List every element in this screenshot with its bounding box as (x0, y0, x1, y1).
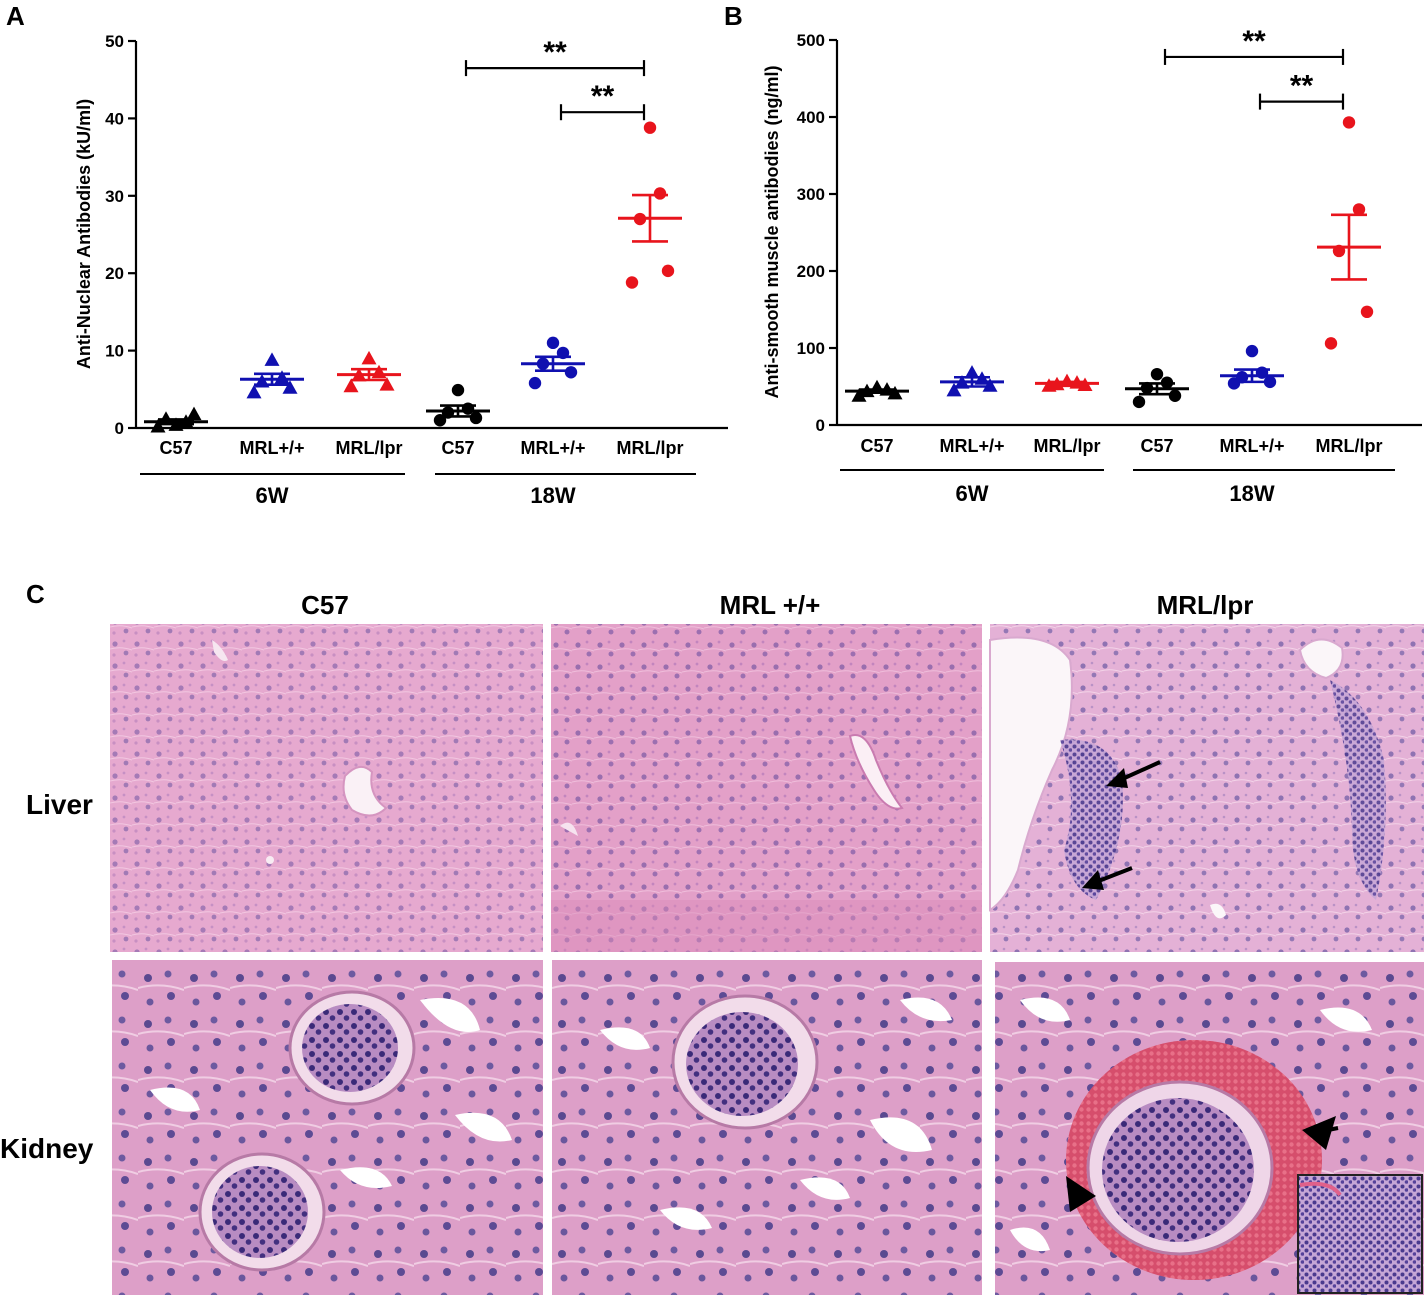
category-label-c57-18w: C57 (441, 438, 474, 458)
y-tick-label: 50 (105, 32, 124, 51)
chart-b-significance-label: ** (1290, 70, 1314, 103)
chart-a-data-point-mrl-wt-18w (564, 366, 578, 379)
y-tick-label: 30 (105, 187, 124, 206)
group-label-18w: 18W (530, 483, 575, 508)
category-label-mrl-wt-6w: MRL+/+ (939, 436, 1004, 456)
column-title-mrl-lpr: MRL/lpr (1157, 590, 1254, 620)
category-label-mrl-lpr-6w: MRL/lpr (1034, 436, 1101, 456)
chart-a-data-point-mrl-lpr-18w (653, 187, 667, 200)
chart-a-data-point-mrl-wt-18w (546, 336, 560, 350)
category-label-c57-6w: C57 (860, 436, 893, 456)
chart-a-significance-label: ** (543, 36, 567, 69)
arrowhead-icon (1302, 1116, 1339, 1150)
chart-a-data-point-mrl-lpr-18w (643, 121, 657, 134)
chart-a-data-point-mrl-wt-6w (246, 384, 262, 399)
micrograph-liver-mrl-wt (551, 624, 982, 952)
group-label-18w: 18W (1229, 481, 1274, 506)
chart-a-data-point-mrl-wt-6w (264, 352, 280, 366)
chart-b-data-point-mrl-wt-6w (946, 382, 962, 397)
inset-micrograph (1297, 1174, 1423, 1294)
chart-a-data-point-mrl-lpr-6w (371, 364, 387, 379)
group-label-6w: 6W (956, 481, 989, 506)
chart-a-data-point-c57-18w (469, 411, 483, 425)
chart-a-data-point-mrl-lpr-18w (661, 264, 675, 278)
row-label-liver: Liver (26, 789, 93, 820)
y-axis-label: Anti-smooth muscle antibodies (ng/ml) (762, 65, 782, 398)
y-tick-label: 400 (797, 108, 825, 127)
y-axis-label: Anti-Nuclear Antibodies (kU/ml) (74, 99, 94, 369)
chart-b-data-point-mrl-lpr-18w (1360, 305, 1374, 319)
panel-letter-a: A (6, 1, 25, 31)
chart-a-data-point-mrl-lpr-6w (361, 350, 377, 365)
histology-panel: C57 MRL +/+ MRL/lpr Liver Kidney (0, 590, 1424, 1295)
chart-b-data-point-mrl-wt-18w (1245, 344, 1259, 358)
category-label-mrl-lpr-18w: MRL/lpr (617, 438, 684, 458)
category-label-mrl-wt-18w: MRL+/+ (520, 438, 585, 458)
chart-a-data-point-mrl-wt-6w (274, 370, 290, 384)
y-tick-label: 10 (105, 342, 124, 361)
chart-a-data-point-mrl-lpr-6w (343, 378, 359, 393)
chart-b-data-point-mrl-lpr-18w (1342, 116, 1356, 129)
category-label-mrl-wt-6w: MRL+/+ (239, 438, 304, 458)
chart-anti-nuclear-antibodies: 0 10 20 30 40 50 Anti-Nuclear Antibodies (kU/… (74, 32, 728, 508)
y-tick-label: 0 (816, 416, 825, 435)
arrow-icon (1082, 866, 1133, 890)
chart-a-data-point-c57-18w (451, 383, 465, 397)
panel-letter-c: C (26, 579, 45, 609)
chart-b-data-point-c57-18w (1132, 395, 1146, 409)
category-label-c57-6w: C57 (159, 438, 192, 458)
chart-a-data-point-c57-6w (150, 418, 166, 433)
chart-b-significance-label: ** (1242, 25, 1266, 58)
y-tick-label: 200 (797, 262, 825, 281)
chart-b-data-point-mrl-lpr-18w (1324, 337, 1338, 350)
chart-a-data-point-mrl-lpr-18w (625, 276, 639, 289)
chart-a-data-point-mrl-wt-18w (528, 376, 542, 390)
chart-a-significance-label: ** (591, 80, 615, 113)
row-label-kidney: Kidney (0, 1133, 94, 1164)
y-tick-label: 500 (797, 31, 825, 50)
micrograph-liver-c57 (110, 624, 543, 952)
chart-anti-smooth-muscle-antibodies: 0 100 200 300 400 500 Anti-smooth muscle anti… (762, 25, 1422, 506)
y-tick-label: 0 (115, 419, 124, 438)
panel-letter-b: B (724, 1, 743, 31)
arrow-icon (1106, 760, 1161, 788)
chart-b-data-point-c57-18w (1150, 367, 1164, 381)
chart-b-data-point-mrl-wt-18w (1227, 377, 1241, 390)
chart-b-data-point-mrl-wt-6w (964, 365, 980, 379)
y-tick-label: 100 (797, 339, 825, 358)
chart-b-data-point-mrl-lpr-18w (1352, 203, 1366, 216)
micrograph-liver-mrl-lpr (989, 624, 1424, 952)
micrograph-kidney-c57 (112, 960, 543, 1295)
arrowhead-icon (1066, 1176, 1096, 1212)
y-tick-label: 40 (105, 109, 124, 128)
chart-a-data-point-c57-6w (186, 406, 202, 421)
column-title-c57: C57 (301, 590, 349, 620)
chart-b-data-point-mrl-wt-6w (982, 378, 998, 392)
column-title-mrl-wt: MRL +/+ (720, 590, 821, 620)
category-label-mrl-wt-18w: MRL+/+ (1219, 436, 1284, 456)
micrograph-kidney-mrl-wt (552, 960, 982, 1295)
category-label-c57-18w: C57 (1140, 436, 1173, 456)
category-label-mrl-lpr-18w: MRL/lpr (1316, 436, 1383, 456)
chart-b-data-point-c57-6w (851, 388, 867, 402)
chart-b-data-point-c57-18w (1168, 389, 1182, 402)
group-label-6w: 6W (256, 483, 289, 508)
chart-a-data-point-mrl-lpr-6w (379, 377, 395, 391)
micrograph-kidney-mrl-lpr (995, 962, 1424, 1295)
y-tick-label: 300 (797, 185, 825, 204)
y-tick-label: 20 (105, 264, 124, 283)
category-label-mrl-lpr-6w: MRL/lpr (336, 438, 403, 458)
chart-a-data-point-mrl-wt-6w (282, 380, 298, 394)
